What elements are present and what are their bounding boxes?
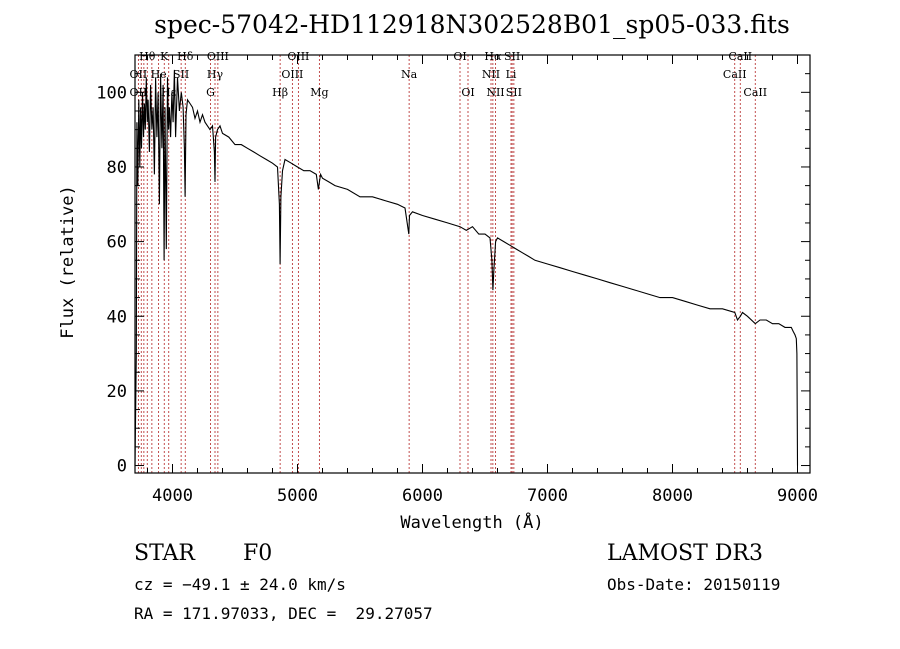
emission-line-label: OIII xyxy=(287,50,309,63)
emission-line-label: Mg xyxy=(310,86,328,99)
emission-line-label: NII xyxy=(482,68,500,81)
object-type: STAR xyxy=(134,541,196,566)
chart-title: spec-57042-HD112918N302528B01_sp05-033.f… xyxy=(154,10,790,39)
emission-line-label: He xyxy=(151,68,167,81)
emission-line-label: G xyxy=(206,86,215,99)
emission-line-label: Hγ xyxy=(207,68,224,81)
x-tick-label: 7000 xyxy=(527,486,568,506)
y-tick-label: 40 xyxy=(107,307,127,327)
emission-line-label: K xyxy=(160,50,169,63)
emission-line-label: OI xyxy=(461,86,474,99)
x-axis-label: Wavelength (Å) xyxy=(400,511,543,533)
object-subclass: F0 xyxy=(243,541,272,566)
y-tick-label: 20 xyxy=(107,382,127,402)
emission-line-label: NII xyxy=(486,86,504,99)
emission-line-markers xyxy=(137,55,756,473)
y-tick-label: 60 xyxy=(107,233,127,253)
x-tick-label: 9000 xyxy=(777,486,818,506)
emission-line-label: CaII xyxy=(743,86,767,99)
axes: 4000 5000 6000 7000 8000 9000 0 20 40 60 80 100 xyxy=(96,55,818,506)
observation-date: Obs-Date: 20150119 xyxy=(607,575,780,594)
redshift-value: cz = −49.1 ± 24.0 km/s xyxy=(134,575,346,594)
y-tick-label: 100 xyxy=(96,83,127,103)
x-tick-label: 5000 xyxy=(277,486,318,506)
emission-line-label: SII xyxy=(506,86,522,99)
emission-line-label: Hδ xyxy=(177,50,194,63)
emission-line-label: CaII xyxy=(728,50,752,63)
x-tick-label: 6000 xyxy=(402,486,443,506)
plot-frame xyxy=(134,54,811,474)
emission-line-label: SII xyxy=(173,68,189,81)
emission-line-label: Hα xyxy=(484,50,502,63)
emission-line-label: CaII xyxy=(723,68,747,81)
y-tick-label: 80 xyxy=(107,158,127,178)
emission-line-label: Hβ xyxy=(272,86,288,99)
survey-name: LAMOST DR3 xyxy=(607,541,763,566)
coordinates: RA = 171.97033, DEC = 29.27057 xyxy=(134,604,433,623)
emission-line-label: Hε xyxy=(161,86,177,99)
emission-line-label: Na xyxy=(401,68,418,81)
y-axis-label: Flux (relative) xyxy=(58,185,78,339)
x-tick-label: 8000 xyxy=(652,486,693,506)
emission-line-label: Li xyxy=(506,68,517,81)
emission-line-label: OII xyxy=(130,68,148,81)
spectrum-series-line xyxy=(134,69,799,466)
emission-line-label: OI xyxy=(453,50,466,63)
x-tick-label: 4000 xyxy=(152,486,193,506)
emission-line-label: OIII xyxy=(281,68,303,81)
emission-line-label: SII xyxy=(504,50,520,63)
y-tick-label: 0 xyxy=(117,457,127,477)
emission-line-label: OIII xyxy=(207,50,229,63)
